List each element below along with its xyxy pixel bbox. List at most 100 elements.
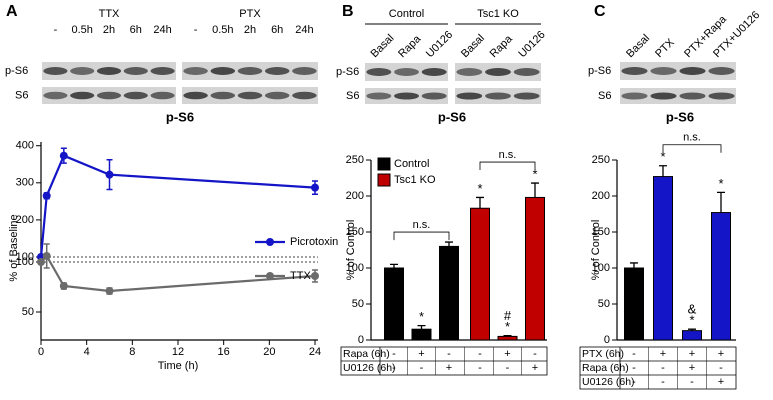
bar: [497, 335, 518, 341]
blot-title: p-S6: [166, 109, 194, 124]
blot-group-label: PTX: [239, 8, 261, 20]
condition-label: Rapa (6h): [582, 362, 629, 374]
legend-label: Control: [394, 158, 429, 170]
bar: [470, 207, 490, 341]
condition-value: -: [478, 348, 482, 360]
blot-group-label: Control: [389, 8, 424, 20]
condition-value: +: [718, 348, 724, 360]
lane-label: 24h: [295, 24, 313, 36]
significance-bracket: [393, 231, 450, 241]
error-bar: [390, 263, 398, 268]
legend-label: Tsc1 KO: [394, 174, 436, 186]
blot-band: [708, 92, 735, 100]
blot-band: [264, 67, 290, 75]
y-tick-label: 100: [16, 256, 34, 268]
blot-band: [210, 67, 236, 75]
error-bar: [476, 196, 484, 209]
annotation: *: [505, 319, 510, 334]
blot-band: [237, 91, 263, 100]
blot-band: [708, 67, 735, 75]
condition-value: -: [661, 362, 665, 374]
data-point: [37, 258, 45, 266]
y-tick-label: 0: [358, 334, 364, 346]
y-tick-label: 0: [604, 334, 610, 346]
condition-label: U0126 (6h): [343, 362, 396, 374]
bar: [682, 330, 702, 341]
annotation: *: [419, 309, 424, 324]
blot-band: [70, 67, 95, 75]
blot-band: [96, 67, 122, 75]
blot-band: [650, 92, 677, 100]
annotation: *: [532, 166, 537, 181]
blot-band: [366, 92, 392, 100]
y-axis-label: % of Control: [590, 220, 602, 281]
lane-label: -: [54, 24, 58, 36]
x-tick-label: 12: [172, 346, 184, 358]
condition-value: -: [506, 362, 510, 374]
y-axis-label: % of Control: [345, 220, 357, 281]
blot-band: [70, 91, 95, 100]
condition-value: -: [661, 376, 665, 388]
blot-row-label: S6: [346, 90, 359, 102]
data-point: [59, 151, 68, 160]
y-tick-label: 200: [592, 190, 610, 202]
lane-label: 0.5h: [71, 24, 92, 36]
blot-band: [456, 68, 483, 76]
condition-value: +: [446, 362, 452, 374]
annotation: #: [504, 308, 512, 323]
blot-band: [621, 67, 648, 75]
error-bar: [417, 324, 426, 330]
condition-value: +: [660, 348, 666, 360]
error-bar: [630, 262, 638, 268]
blot-band: [123, 67, 148, 75]
annotation: *: [689, 313, 694, 328]
x-tick-label: 16: [218, 346, 230, 358]
bar: [525, 196, 545, 341]
blot-band: [237, 67, 263, 75]
data-point: [42, 191, 51, 200]
error-bar: [688, 328, 696, 331]
blot-group-label: TTX: [99, 8, 120, 20]
data-point: [105, 287, 114, 295]
error-bar: [445, 241, 453, 247]
condition-value: -: [420, 362, 424, 374]
legend-swatch: [377, 173, 391, 187]
y-tick-label: 100: [592, 262, 610, 274]
annotation: *: [477, 181, 482, 196]
blot-band: [150, 67, 175, 75]
blot-band: [485, 68, 511, 76]
y-tick-label: 200: [16, 214, 34, 226]
condition-value: -: [632, 362, 636, 374]
x-axis-label: Time (h): [158, 360, 199, 372]
blot-band: [456, 92, 483, 100]
bar: [711, 212, 731, 341]
blot-strip: [620, 88, 736, 104]
panel-letter: A: [6, 3, 18, 20]
y-tick-label: 250: [592, 154, 610, 166]
bracket-label: n.s.: [413, 219, 431, 231]
lane-label: 0.5h: [212, 24, 233, 36]
x-tick-label: 20: [263, 346, 275, 358]
panel-letter: C: [594, 3, 606, 20]
blot-band: [264, 91, 290, 100]
condition-value: +: [504, 348, 510, 360]
blot-band: [183, 67, 208, 75]
condition-value: -: [690, 376, 694, 388]
error-bar: [531, 182, 539, 198]
condition-value: -: [478, 362, 482, 374]
blot-band: [183, 91, 208, 100]
bar: [384, 267, 404, 341]
x-tick-label: 24: [309, 346, 321, 358]
blot-band: [485, 92, 511, 100]
bar: [411, 328, 432, 341]
lane-label: 2h: [244, 24, 256, 36]
annotation: *: [660, 149, 665, 164]
condition-table: [579, 346, 737, 390]
y-tick-label: 50: [598, 298, 610, 310]
legend-marker: [266, 272, 274, 280]
data-point: [311, 183, 319, 192]
data-point: [311, 272, 319, 280]
lane-label: 6h: [130, 24, 142, 36]
y-tick-label: 300: [16, 177, 34, 189]
y-tick-label: 50: [352, 298, 364, 310]
